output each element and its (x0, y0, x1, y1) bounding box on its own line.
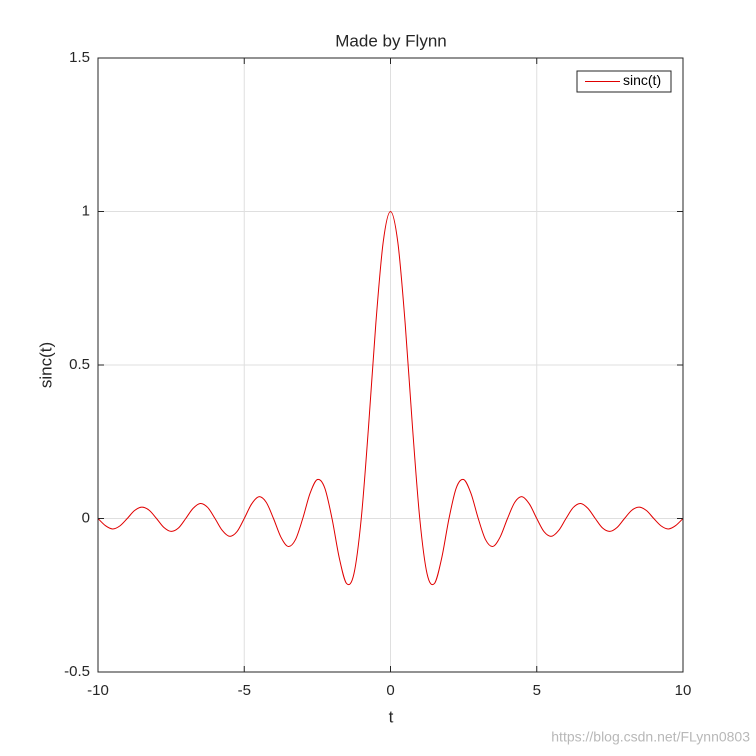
y-tick-label: 1.5 (69, 49, 90, 66)
x-tick-label: 0 (386, 682, 394, 699)
legend: sinc(t) (576, 70, 672, 93)
watermark: https://blog.csdn.net/FLynn0803 (551, 729, 750, 745)
y-tick-label: -0.5 (64, 663, 90, 680)
chart-title: Made by Flynn (335, 31, 447, 50)
series-line (97, 210, 684, 586)
y-axis-label: sinc(t) (36, 342, 55, 388)
x-tick-label: -5 (238, 682, 251, 699)
lines (97, 210, 684, 586)
y-tick-label: 0 (82, 509, 90, 526)
x-axis-label: t (389, 707, 394, 726)
legend-label: sinc(t) (623, 72, 661, 88)
y-tick-label: 1 (82, 202, 90, 219)
legend-box (576, 70, 672, 93)
x-tick-label: 10 (675, 682, 692, 699)
y-tick-label: 0.5 (69, 356, 90, 373)
x-tick-label: 5 (533, 682, 541, 699)
x-tick-label: -10 (87, 682, 109, 699)
